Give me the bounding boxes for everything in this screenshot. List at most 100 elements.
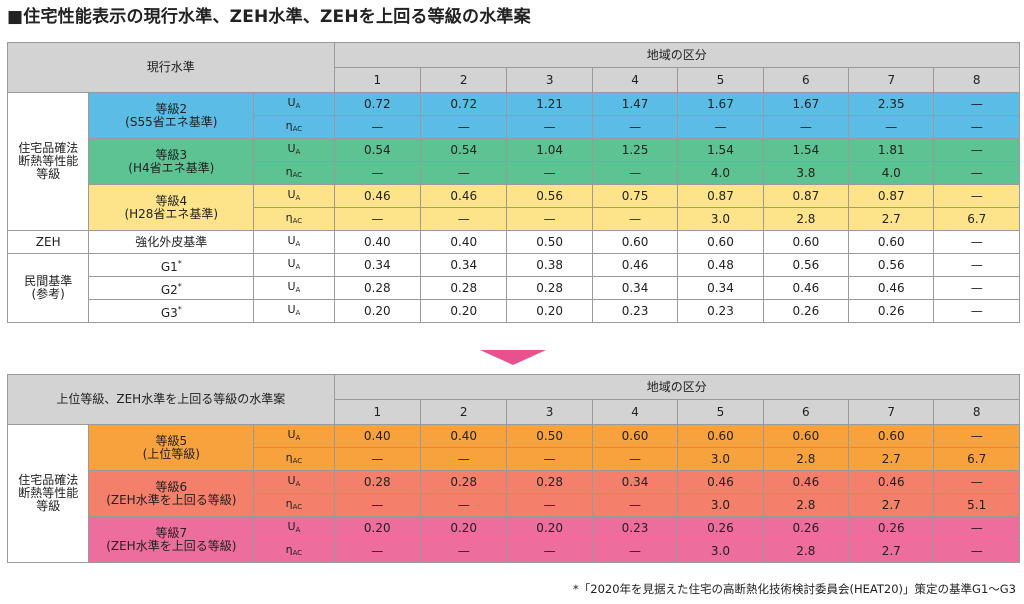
value-cell: 0.20 <box>419 516 508 540</box>
value-cell: 0.28 <box>419 470 508 494</box>
value-cell: 2.35 <box>848 92 935 116</box>
value-cell: 0.72 <box>420 92 508 116</box>
value-cell: 0.28 <box>506 276 593 300</box>
ua-symbol: UA <box>253 230 335 254</box>
value-cell: — <box>333 493 422 517</box>
value-cell: 0.46 <box>762 470 850 494</box>
region-number: 4 <box>591 67 679 93</box>
value-cell: — <box>419 447 508 471</box>
region-number: 3 <box>506 399 593 425</box>
group-label: 民間基準 (参考) <box>6 253 90 323</box>
value-cell: 0.46 <box>591 253 679 277</box>
value-cell: — <box>420 207 508 231</box>
table-row: 等級4 (H28省エネ基準) UA 0.46 0.46 0.56 0.75 0.87 0.87 0… <box>8 184 1020 231</box>
value-cell: 0.20 <box>333 299 422 323</box>
value-cell: 0.23 <box>591 516 679 540</box>
value-cell: 0.60 <box>677 230 764 254</box>
value-cell: 5.1 <box>933 493 1020 517</box>
value-cell: 0.34 <box>591 470 679 494</box>
table-row: ηAC — — — —3.0 2.8 2.7 6.7 <box>8 207 1020 231</box>
level-label: G2* <box>88 276 255 300</box>
value-cell: 0.60 <box>677 424 764 448</box>
value-cell: 0.28 <box>506 470 593 494</box>
region-number: 7 <box>848 399 935 425</box>
value-cell: 2.8 <box>762 493 850 517</box>
value-cell: 0.60 <box>848 230 935 254</box>
value-cell: 3.0 <box>677 493 764 517</box>
value-cell: 0.20 <box>333 516 422 540</box>
level-label: G3* <box>88 299 255 323</box>
value-cell: 0.60 <box>762 424 850 448</box>
table-row: 住宅品確法 断熱等性能 等級 等級2 (S55省エネ基準) UA 0.72 0.72 1.21 1… <box>6 92 1020 231</box>
region-number: 1 <box>333 399 422 425</box>
value-cell: — <box>933 253 1020 277</box>
value-cell: 0.40 <box>333 424 422 448</box>
level-label: 等級7 (ZEH水準を上回る等級) <box>88 516 255 563</box>
table-row: ηAC — — — —3.0 2.8 2.7 5.1 <box>8 493 1020 517</box>
value-cell: 0.87 <box>762 184 850 208</box>
value-cell: — <box>419 493 508 517</box>
value-cell: 0.60 <box>848 424 935 448</box>
table-row: G3* UA 0.20 0.20 0.20 0.23 0.23 0.26 0.26— <box>8 299 1020 323</box>
value-cell: — <box>933 230 1020 254</box>
value-cell: 0.23 <box>591 299 679 323</box>
region-number: 6 <box>762 67 850 93</box>
value-cell: 0.28 <box>420 276 508 300</box>
value-cell: 1.25 <box>591 138 679 162</box>
region-header: 地域の区分 <box>333 374 1021 400</box>
value-cell: 0.56 <box>762 253 850 277</box>
value-cell: 0.60 <box>762 230 850 254</box>
value-cell: 0.26 <box>848 299 935 323</box>
level-label: 等級4 (H28省エネ基準) <box>88 184 255 231</box>
value-cell: 0.23 <box>677 299 764 323</box>
value-cell: 1.54 <box>762 138 850 162</box>
value-cell: — <box>591 115 679 139</box>
value-cell: 1.21 <box>506 92 593 116</box>
value-cell: 2.8 <box>762 207 850 231</box>
value-cell: 4.0 <box>677 161 764 185</box>
region-number: 2 <box>419 399 508 425</box>
value-cell: 0.34 <box>420 253 508 277</box>
value-cell: 0.72 <box>333 92 422 116</box>
value-cell: 3.0 <box>677 447 764 471</box>
ua-symbol: UA <box>253 516 335 540</box>
value-cell: — <box>420 161 508 185</box>
table-row: 等級3 (H4省エネ基準) UA 0.54 0.54 1.04 1.25 1.54 1.54 1.… <box>8 138 1020 185</box>
eta-ac-symbol: ηAC <box>253 115 335 139</box>
value-cell: 0.26 <box>762 299 850 323</box>
region-header: 地域の区分 <box>333 42 1021 68</box>
table-row: ηAC — — — —3.0 2.8 2.7— <box>8 539 1020 563</box>
table-row: G2* UA 0.28 0.28 0.28 0.34 0.34 0.46 0.46— <box>8 276 1020 300</box>
value-cell: 0.34 <box>591 276 679 300</box>
value-cell: 0.26 <box>762 516 850 540</box>
value-cell: 0.46 <box>762 276 850 300</box>
group-label: 住宅品確法 断熱等性能 等級 <box>6 92 90 231</box>
value-cell: 1.47 <box>591 92 679 116</box>
value-cell: 0.20 <box>506 516 593 540</box>
value-cell: — <box>506 161 593 185</box>
ua-symbol: UA <box>253 470 335 494</box>
value-cell: — <box>506 447 593 471</box>
value-cell: — <box>333 447 422 471</box>
value-cell: 0.28 <box>333 470 422 494</box>
value-cell: 6.7 <box>933 447 1020 471</box>
level-label: 等級6 (ZEH水準を上回る等級) <box>88 470 255 517</box>
eta-ac-symbol: ηAC <box>253 161 335 185</box>
value-cell: 0.87 <box>848 184 935 208</box>
value-cell: 0.26 <box>677 516 764 540</box>
value-cell: 1.67 <box>762 92 850 116</box>
table-corner-label: 上位等級、ZEH水準を上回る等級の水準案 <box>7 374 335 425</box>
header-row: 上位等級、ZEH水準を上回る等級の水準案 地域の区分 <box>7 374 1021 425</box>
value-cell: — <box>933 276 1020 300</box>
value-cell: — <box>933 470 1020 494</box>
value-cell: — <box>591 539 679 563</box>
eta-ac-symbol: ηAC <box>253 447 335 471</box>
table-row: ηAC — — — — — — — — <box>8 115 1020 139</box>
value-cell: — <box>506 115 593 139</box>
value-cell: — <box>333 207 422 231</box>
value-cell: — <box>506 539 593 563</box>
value-cell: 2.7 <box>848 539 935 563</box>
value-cell: 0.20 <box>506 299 593 323</box>
